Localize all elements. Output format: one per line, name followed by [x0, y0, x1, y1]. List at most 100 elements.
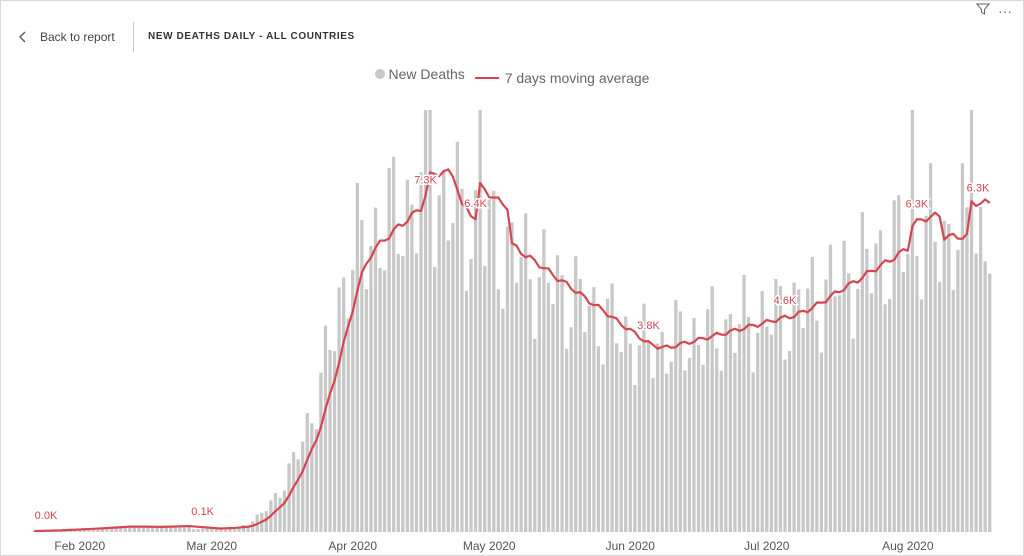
bar-new-deaths[interactable]: [928, 162, 933, 532]
bar-new-deaths[interactable]: [910, 110, 915, 532]
bar-new-deaths[interactable]: [478, 110, 482, 532]
bar-new-deaths[interactable]: [32, 531, 36, 532]
bar-new-deaths[interactable]: [232, 527, 237, 532]
bar-new-deaths[interactable]: [869, 293, 874, 532]
bar-new-deaths[interactable]: [323, 325, 328, 532]
bar-new-deaths[interactable]: [355, 182, 359, 532]
bar-new-deaths[interactable]: [96, 527, 100, 532]
bar-new-deaths[interactable]: [319, 372, 323, 532]
bar-new-deaths[interactable]: [150, 526, 155, 532]
bar-new-deaths[interactable]: [423, 110, 428, 532]
bar-new-deaths[interactable]: [296, 459, 300, 532]
bar-new-deaths[interactable]: [646, 342, 651, 532]
bar-new-deaths[interactable]: [615, 343, 619, 532]
bar-new-deaths[interactable]: [756, 333, 760, 532]
bar-new-deaths[interactable]: [978, 206, 983, 532]
bar-new-deaths[interactable]: [847, 273, 851, 532]
bar-new-deaths[interactable]: [787, 351, 792, 532]
bar-new-deaths[interactable]: [164, 526, 168, 532]
bar-new-deaths[interactable]: [892, 200, 896, 532]
bar-new-deaths[interactable]: [942, 220, 946, 532]
bar-new-deaths[interactable]: [223, 527, 228, 532]
bar-new-deaths[interactable]: [906, 253, 910, 532]
bar-new-deaths[interactable]: [769, 334, 773, 532]
bar-new-deaths[interactable]: [633, 384, 637, 532]
bar-new-deaths[interactable]: [746, 317, 751, 532]
bar-new-deaths[interactable]: [100, 527, 105, 532]
bar-new-deaths[interactable]: [915, 255, 919, 532]
bar-new-deaths[interactable]: [455, 141, 460, 532]
bar-new-deaths[interactable]: [619, 351, 623, 532]
bar-new-deaths[interactable]: [824, 279, 828, 532]
bar-new-deaths[interactable]: [505, 226, 510, 532]
bar-new-deaths[interactable]: [924, 215, 928, 532]
bar-new-deaths[interactable]: [933, 241, 937, 532]
bar-new-deaths[interactable]: [669, 361, 673, 532]
bar-new-deaths[interactable]: [246, 525, 250, 532]
bar-new-deaths[interactable]: [792, 282, 796, 532]
bar-new-deaths[interactable]: [651, 377, 655, 532]
bar-new-deaths[interactable]: [719, 370, 723, 532]
bar-new-deaths[interactable]: [801, 327, 805, 532]
bar-new-deaths[interactable]: [951, 289, 955, 532]
bar-new-deaths[interactable]: [182, 525, 187, 532]
bar-new-deaths[interactable]: [974, 253, 978, 532]
bar-new-deaths[interactable]: [342, 277, 346, 532]
bar-new-deaths[interactable]: [437, 195, 441, 532]
line-moving-average[interactable]: [34, 168, 991, 533]
bar-new-deaths[interactable]: [469, 259, 473, 532]
bar-new-deaths[interactable]: [137, 527, 141, 532]
bar-new-deaths[interactable]: [901, 271, 905, 532]
bar-new-deaths[interactable]: [378, 268, 382, 532]
bar-new-deaths[interactable]: [883, 304, 887, 532]
bar-new-deaths[interactable]: [751, 372, 755, 532]
bar-new-deaths[interactable]: [537, 277, 541, 532]
bar-new-deaths[interactable]: [560, 275, 564, 532]
bar-new-deaths[interactable]: [483, 265, 487, 532]
bar-new-deaths[interactable]: [715, 348, 719, 532]
bar-new-deaths[interactable]: [196, 529, 200, 532]
bar-new-deaths[interactable]: [105, 527, 109, 532]
bar-new-deaths[interactable]: [301, 441, 305, 532]
bar-new-deaths[interactable]: [856, 288, 860, 532]
bar-new-deaths[interactable]: [897, 195, 901, 532]
bar-new-deaths[interactable]: [637, 345, 642, 532]
bar-new-deaths[interactable]: [314, 429, 318, 532]
bar-new-deaths[interactable]: [610, 283, 614, 532]
bar-new-deaths[interactable]: [765, 326, 769, 532]
bar-new-deaths[interactable]: [533, 338, 537, 532]
bar-new-deaths[interactable]: [783, 359, 787, 532]
bar-new-deaths[interactable]: [737, 324, 742, 532]
bar-new-deaths[interactable]: [842, 240, 846, 532]
filter-icon[interactable]: [975, 2, 991, 19]
bar-new-deaths[interactable]: [510, 222, 514, 532]
bar-new-deaths[interactable]: [141, 527, 146, 532]
bar-new-deaths[interactable]: [587, 305, 591, 532]
bar-new-deaths[interactable]: [241, 524, 246, 532]
bar-new-deaths[interactable]: [947, 223, 951, 532]
bar-new-deaths[interactable]: [774, 279, 778, 532]
bar-new-deaths[interactable]: [501, 308, 505, 532]
bar-new-deaths[interactable]: [414, 253, 419, 533]
bar-new-deaths[interactable]: [119, 526, 123, 532]
bar-new-deaths[interactable]: [851, 338, 855, 532]
bar-new-deaths[interactable]: [960, 163, 965, 533]
legend-item-moving-average[interactable]: 7 days moving average: [474, 70, 649, 86]
bar-new-deaths[interactable]: [592, 287, 596, 532]
bar-new-deaths[interactable]: [178, 526, 182, 532]
bar-new-deaths[interactable]: [114, 526, 118, 532]
bar-new-deaths[interactable]: [369, 245, 373, 533]
bar-new-deaths[interactable]: [132, 527, 137, 532]
bar-new-deaths[interactable]: [642, 303, 646, 532]
bar-new-deaths[interactable]: [678, 311, 682, 532]
bar-new-deaths[interactable]: [860, 212, 864, 533]
bar-new-deaths[interactable]: [264, 510, 268, 532]
bar-new-deaths[interactable]: [405, 179, 409, 532]
more-options-icon[interactable]: ···: [998, 2, 1012, 19]
bar-new-deaths[interactable]: [874, 243, 878, 532]
back-to-report-button[interactable]: Back to report: [16, 24, 115, 50]
bar-new-deaths[interactable]: [451, 222, 455, 532]
bar-new-deaths[interactable]: [396, 254, 400, 532]
bar-new-deaths[interactable]: [305, 413, 309, 532]
bar-new-deaths[interactable]: [965, 207, 969, 532]
